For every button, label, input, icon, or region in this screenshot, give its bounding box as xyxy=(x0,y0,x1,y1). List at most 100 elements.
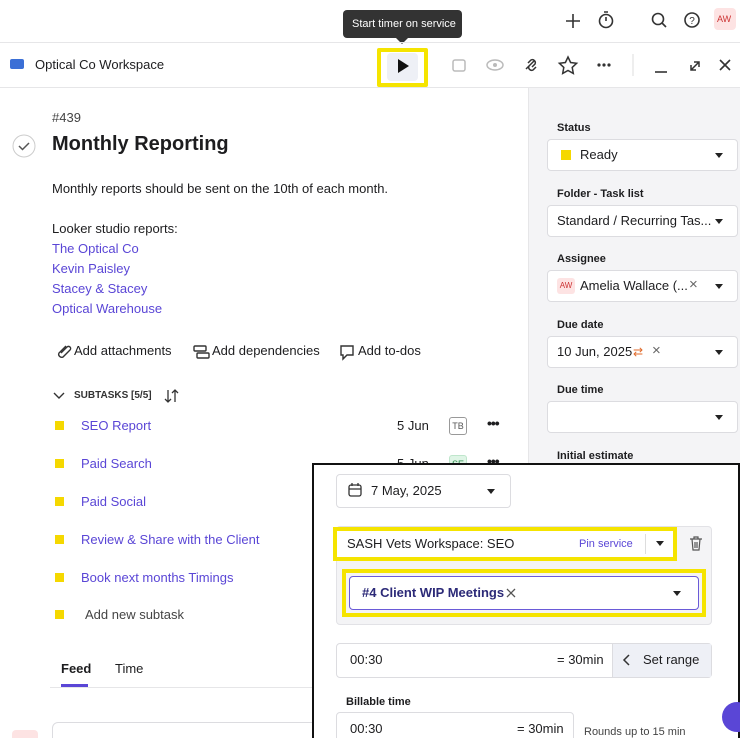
action[interactable]: Add to-dos xyxy=(358,343,421,358)
delete-icon[interactable] xyxy=(689,536,703,551)
field-value: 10 Jun, 2025 xyxy=(557,343,633,359)
service-name: SASH Vets Workspace: SEO xyxy=(347,536,515,551)
complete-toggle[interactable] xyxy=(12,134,38,160)
field-input[interactable] xyxy=(547,401,738,433)
highlight xyxy=(342,569,706,617)
chevron-left xyxy=(622,654,630,666)
subtask-status xyxy=(55,573,64,582)
status-color xyxy=(561,150,571,160)
pin-service[interactable]: Pin service xyxy=(579,538,633,550)
tab[interactable]: Time xyxy=(115,661,144,676)
subtask-status xyxy=(55,535,64,544)
action-icons xyxy=(58,345,354,361)
help-bubble[interactable] xyxy=(722,702,740,732)
clear-icon[interactable]: × xyxy=(652,341,661,359)
service-select[interactable] xyxy=(333,527,677,561)
subtask-name[interactable]: SEO Report xyxy=(81,418,152,433)
workspace-name[interactable]: Optical Co Workspace xyxy=(35,57,165,72)
field-label: Due date xyxy=(557,318,604,331)
subtasks-label: SUBTASKS [5/5] xyxy=(74,390,152,401)
subtask-date: 5 Jun xyxy=(397,418,429,433)
clear-icon[interactable] xyxy=(506,588,516,598)
avatar[interactable] xyxy=(714,8,736,30)
comment-avatar xyxy=(12,730,38,738)
field-label: Assignee xyxy=(557,253,606,265)
action[interactable]: Add dependencies xyxy=(212,343,320,358)
billable-label: Billable time xyxy=(346,696,411,708)
set-range: Set range xyxy=(643,652,700,667)
date-picker[interactable] xyxy=(336,474,511,508)
subtask-name[interactable]: Paid Social xyxy=(81,494,147,509)
billable-input[interactable] xyxy=(336,712,574,738)
billable-equals: = 30min xyxy=(517,721,564,736)
dropdown-caret xyxy=(487,489,495,494)
tooltip xyxy=(343,10,462,38)
avatar-initials: AW xyxy=(717,14,732,24)
billable: 00:30 xyxy=(350,721,383,736)
rounding-note: Rounds up to 15 min xyxy=(584,726,686,738)
report-link[interactable]: Optical Warehouse xyxy=(52,301,163,316)
subtask-controls[interactable] xyxy=(53,389,183,403)
highlight xyxy=(377,48,428,87)
recurring-icon: ⇄ xyxy=(633,344,644,359)
subtask-status xyxy=(55,421,64,430)
field-input[interactable] xyxy=(547,204,738,237)
dropdown-caret xyxy=(715,218,723,224)
set-range-button[interactable] xyxy=(612,644,711,677)
dropdown-caret xyxy=(715,284,723,289)
field-label: Initial estimate xyxy=(557,449,634,462)
subtask-name[interactable]: Review & Share with the Client xyxy=(81,532,260,547)
subtask-menu[interactable]: ••• xyxy=(487,415,500,431)
header-bar xyxy=(0,42,740,88)
report-link[interactable]: Kevin Paisley xyxy=(52,261,131,276)
assignee-avatar: AW xyxy=(557,278,575,294)
dropdown-caret xyxy=(656,541,664,546)
subtask-status xyxy=(55,497,64,506)
subtask-name[interactable]: Book next months Timings xyxy=(81,570,234,585)
tab-underline xyxy=(61,684,88,687)
field-value: Standard / Recurring Tas... xyxy=(557,212,712,228)
duration: 00:30 xyxy=(350,652,383,667)
header-icons[interactable] xyxy=(448,52,738,80)
subtask-name[interactable]: Paid Search xyxy=(81,456,152,471)
subtask-status xyxy=(55,459,64,468)
dropdown-caret xyxy=(715,415,723,420)
task-title: Monthly Reporting xyxy=(52,133,229,155)
tab-divider xyxy=(50,687,528,688)
field-input[interactable] xyxy=(547,335,738,368)
field-value: Amelia Wallace (... xyxy=(580,278,688,293)
clear-icon[interactable]: × xyxy=(689,276,698,293)
workspace-logo xyxy=(10,59,24,69)
dropdown-caret xyxy=(715,153,723,158)
divider xyxy=(645,534,646,554)
dropdown-caret xyxy=(673,591,681,596)
report-link[interactable]: Stacey & Stacey xyxy=(52,281,148,296)
top-icons[interactable]: ? xyxy=(560,6,740,36)
field-label: Folder - Task list xyxy=(557,187,644,200)
timer-date: 7 May, 2025 xyxy=(371,483,442,498)
task-select[interactable] xyxy=(349,576,699,610)
field-input[interactable] xyxy=(547,139,738,171)
calendar-icon xyxy=(348,483,362,497)
tooltip-arrow xyxy=(396,38,408,44)
action[interactable]: Add attachments xyxy=(74,343,172,358)
report-link[interactable]: The Optical Co xyxy=(52,241,139,256)
dropdown-caret xyxy=(715,349,723,355)
subtask-assignee: TB xyxy=(449,417,467,435)
reports-label: Looker studio reports: xyxy=(52,221,178,236)
subtask-status xyxy=(55,610,64,619)
play-icon xyxy=(398,59,409,73)
field-value: Ready xyxy=(580,147,618,162)
add-subtask[interactable]: Add new subtask xyxy=(85,607,185,622)
task-id: #439 xyxy=(52,110,81,125)
field-input[interactable] xyxy=(547,270,738,302)
tooltip-text: Start timer on service xyxy=(352,18,456,30)
field-label: Due time xyxy=(557,384,604,396)
description: Monthly reports should be sent on the 10… xyxy=(52,181,389,196)
svg-text:?: ? xyxy=(689,16,695,27)
tab[interactable]: Feed xyxy=(61,661,92,676)
service-task: #4 Client WIP Meetings xyxy=(362,585,505,600)
field-label: Status xyxy=(557,122,591,134)
duration-equals: = 30min xyxy=(557,652,604,667)
